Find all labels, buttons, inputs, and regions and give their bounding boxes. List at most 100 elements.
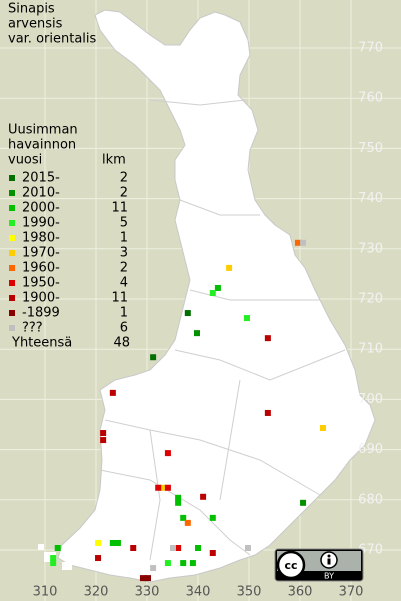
x-tick-label: 330 — [135, 585, 160, 600]
observation — [139, 575, 146, 582]
y-tick-label: 750 — [358, 141, 383, 156]
border — [219, 379, 241, 501]
legend-count: 11 — [111, 201, 128, 216]
legend-total-label: Yhteensä — [11, 336, 72, 351]
cc-text: cc — [284, 559, 297, 572]
observation — [195, 544, 201, 551]
island — [38, 544, 44, 550]
legend-header: havainnon — [8, 138, 76, 153]
legend-label: 1900- — [22, 291, 60, 306]
cc-icon — [276, 550, 306, 580]
observation — [264, 409, 271, 416]
observation — [164, 450, 171, 457]
observation — [114, 539, 121, 546]
observation — [95, 555, 102, 562]
x-tick-label: 320 — [84, 585, 109, 600]
y-tick-label: 720 — [358, 292, 383, 307]
observation — [155, 484, 162, 491]
observation — [54, 544, 61, 551]
legend-count-header: lkm — [102, 153, 126, 168]
observation — [193, 330, 200, 337]
y-tick-label: 670 — [358, 543, 383, 558]
legend-count: 3 — [120, 246, 128, 261]
observation — [209, 289, 216, 296]
observation — [164, 560, 171, 567]
legend-count: 5 — [120, 216, 128, 231]
observation — [294, 239, 301, 246]
by-text: BY — [324, 572, 334, 581]
legend-header: Uusimman — [8, 123, 78, 138]
observation — [95, 539, 102, 546]
y-tick-label: 690 — [358, 442, 383, 457]
title-line: var. orientalis — [8, 32, 97, 47]
legend-swatch — [9, 235, 15, 241]
observation — [150, 565, 157, 572]
observation — [184, 519, 191, 526]
legend-swatch — [9, 220, 15, 226]
observation — [175, 544, 182, 551]
observation — [175, 499, 182, 506]
observation — [175, 494, 182, 501]
observation — [100, 437, 107, 444]
legend-label: 2010- — [22, 186, 60, 201]
legend-swatch — [9, 190, 15, 196]
legend-swatch — [9, 175, 15, 181]
legend-label: 1960- — [22, 261, 60, 276]
legend-count: 1 — [120, 306, 128, 321]
legend-label: -1899 — [22, 306, 60, 321]
x-tick-label: 340 — [186, 585, 211, 600]
observation — [319, 425, 326, 432]
by-icon-body — [327, 558, 331, 565]
legend-swatch — [9, 325, 15, 331]
x-tick-label: 360 — [288, 585, 313, 600]
island — [44, 552, 56, 562]
finland-outline — [57, 9, 376, 583]
x-tick-label: 350 — [237, 585, 262, 600]
y-tick-label: 760 — [358, 91, 383, 106]
y-tick-label: 730 — [358, 241, 383, 256]
legend-label: 2000- — [22, 201, 60, 216]
observation — [150, 354, 157, 361]
legend-swatch — [9, 295, 15, 301]
observation — [180, 560, 187, 567]
observation — [184, 310, 191, 317]
legend-label: 1950- — [22, 276, 60, 291]
legend-label: 2015- — [22, 171, 60, 186]
legend-swatch — [9, 250, 15, 256]
legend-count: 2 — [120, 186, 128, 201]
legend-label: 1990- — [22, 216, 60, 231]
legend-count: 1 — [120, 231, 128, 246]
border — [104, 419, 321, 496]
observation — [100, 430, 107, 437]
border — [179, 199, 260, 216]
observation — [300, 499, 307, 506]
border — [149, 429, 161, 561]
border — [174, 349, 346, 381]
observation — [200, 493, 207, 500]
observation — [209, 514, 216, 521]
y-tick-label: 740 — [358, 191, 383, 206]
observation — [300, 239, 307, 246]
observation — [189, 560, 196, 567]
observation — [50, 555, 57, 562]
observation — [145, 575, 152, 582]
legend-header: vuosi — [8, 153, 42, 168]
y-tick-label: 710 — [358, 342, 383, 357]
observation — [130, 544, 137, 551]
observation — [170, 544, 177, 551]
observation — [264, 335, 271, 342]
legend-swatch — [9, 205, 15, 211]
observation — [226, 264, 233, 271]
y-tick-label: 770 — [358, 41, 383, 56]
y-tick-label: 680 — [358, 492, 383, 507]
x-tick-label: 310 — [33, 585, 58, 600]
legend-count: 6 — [120, 321, 128, 336]
legend-swatch — [9, 280, 15, 286]
observation — [109, 389, 116, 396]
legend-label: 1980- — [22, 231, 60, 246]
observation — [209, 550, 216, 557]
border — [99, 469, 251, 556]
legend-swatch — [9, 265, 15, 271]
observation — [244, 544, 251, 551]
